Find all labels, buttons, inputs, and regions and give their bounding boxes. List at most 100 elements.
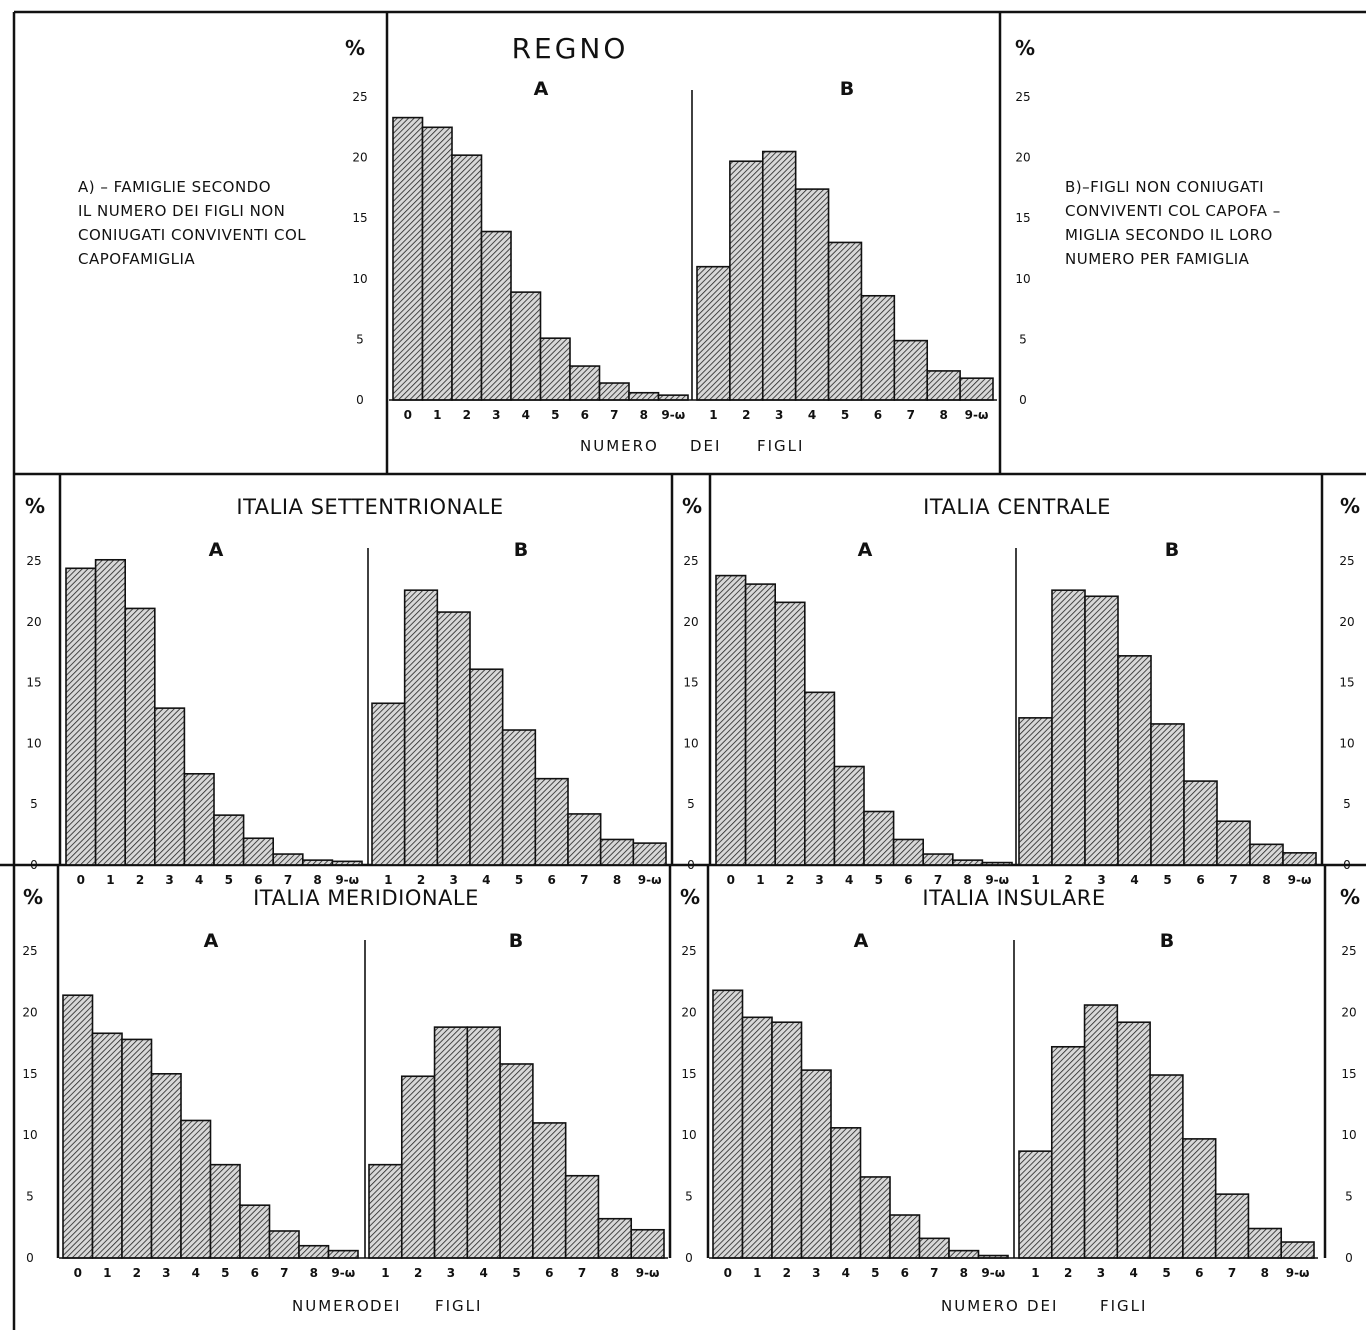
x-tick-label: 3 [775,408,783,422]
histogram-bar [597,1217,633,1259]
histogram-bar [327,1249,359,1259]
histogram-bar [833,765,865,866]
chart-title: REGNO [512,32,629,65]
histogram-bar [859,1176,891,1259]
y-tick-label: 0 [30,858,38,872]
x-axis-label: NUMERO [580,437,659,455]
x-tick-label: 3 [162,1266,170,1280]
histogram-bar [124,607,156,866]
y-tick-label: 10 [1339,736,1354,750]
histogram-bar [242,837,275,866]
histogram-bar [91,1032,123,1259]
histogram-bar [800,1069,832,1259]
x-tick-label: 4 [808,408,816,422]
histogram-bar [371,702,406,866]
histogram-bar [1214,1193,1250,1259]
histogram-bar [469,668,504,866]
x-tick-label: 1 [756,873,764,887]
histogram-bar [368,1163,403,1259]
series-label: A [854,930,869,952]
x-tick-label: 8 [960,1266,968,1280]
y-tick-label: 25 [683,554,698,568]
chart-title: ITALIA CENTRALE [923,495,1111,519]
x-tick-label: 5 [551,408,559,422]
y-tick-label: 15 [22,1067,37,1081]
histogram-bar [534,777,569,866]
histogram-bar [741,1016,773,1259]
histogram-bar [1083,1004,1119,1259]
x-tick-label: 6 [874,408,882,422]
y-tick-label: 20 [352,151,367,165]
y-tick-label: 25 [1341,944,1356,958]
histogram-bar [499,1063,534,1259]
y-tick-label: 10 [683,736,698,750]
x-tick-label: 9-ω [331,1266,355,1280]
histogram-bar [564,1174,600,1259]
histogram-bar [860,294,896,401]
histogram-bar [830,1127,862,1259]
x-tick-label: 9-ω [638,873,662,887]
x-tick-label: 1 [1031,873,1039,887]
legend-b-line: B)–FIGLI NON CONIUGATI [1065,178,1264,196]
y-tick-label: 25 [26,554,41,568]
histogram-bar [466,1026,501,1259]
x-tick-label: 4 [522,408,530,422]
y-tick-label: 10 [1015,272,1030,286]
histogram-bar [539,337,571,401]
series-label: A [204,930,219,952]
x-axis-label: FIGLI [757,437,804,455]
x-tick-label: 2 [463,408,471,422]
y-tick-label: 20 [1341,1005,1356,1019]
histogram-bar [213,814,245,866]
y-tick-label: 15 [1339,676,1354,690]
x-tick-label: 7 [934,873,942,887]
x-tick-label: 6 [581,408,589,422]
x-tick-label: 3 [1097,873,1105,887]
x-tick-label: 4 [480,1266,488,1280]
percent-symbol: % [1340,885,1360,909]
x-tick-label: 8 [640,408,648,422]
x-tick-label: 9-ω [1288,873,1312,887]
x-tick-label: 7 [610,408,618,422]
histogram-bar [1116,1021,1151,1259]
y-tick-label: 15 [1015,211,1030,225]
y-tick-label: 20 [681,1005,696,1019]
histogram-bar [1149,1074,1184,1259]
x-tick-label: 6 [251,1266,259,1280]
y-tick-label: 15 [681,1067,696,1081]
series-label: B [1160,930,1174,952]
y-tick-label: 0 [26,1251,34,1265]
x-tick-label: 5 [225,873,233,887]
x-tick-label: 5 [841,408,849,422]
x-tick-label: 2 [783,1266,791,1280]
y-tick-label: 5 [1019,332,1027,346]
x-tick-label: 2 [133,1266,141,1280]
histogram-bar [183,772,215,866]
y-tick-label: 25 [352,90,367,104]
histogram-bar [948,1249,980,1259]
histogram-bar [1216,820,1251,866]
histogram-bar [1051,589,1086,866]
histogram-bar [121,1038,153,1259]
x-tick-label: 9-ω [1286,1266,1310,1280]
legend-a-line: IL NUMERO DEI FIGLI NON [78,202,285,220]
x-tick-label: 7 [280,1266,288,1280]
x-tick-label: 4 [845,873,853,887]
histogram-bar [1182,1138,1217,1259]
x-tick-label: 3 [815,873,823,887]
x-tick-label: 5 [515,873,523,887]
histogram-bar [1247,1227,1283,1259]
x-tick-label: 9-ω [965,408,989,422]
x-tick-label: 6 [547,873,555,887]
histogram-bar [598,382,630,401]
x-tick-label: 5 [1163,873,1171,887]
x-tick-label: 1 [1031,1266,1039,1280]
histogram-bar [268,1230,300,1259]
x-tick-label: 6 [1196,873,1204,887]
x-tick-label: 3 [1097,1266,1105,1280]
x-tick-label: 7 [1229,873,1237,887]
x-tick-label: 2 [414,1266,422,1280]
x-tick-label: 6 [545,1266,553,1280]
histogram-bar [729,160,764,401]
percent-symbol: % [23,885,43,909]
